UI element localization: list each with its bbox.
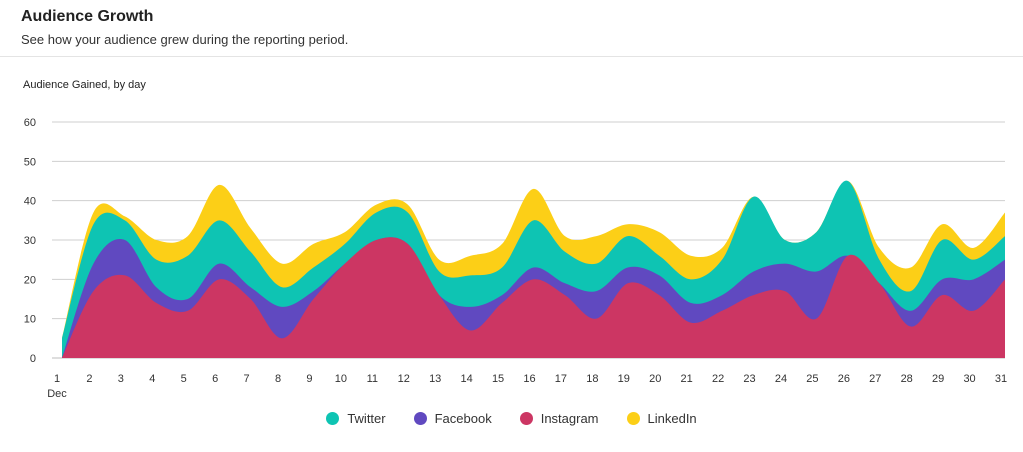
x-tick-label: 15: [492, 373, 504, 385]
y-tick-label: 20: [24, 274, 36, 286]
x-tick-label: 11: [367, 373, 378, 385]
legend-item-linkedin[interactable]: LinkedIn: [626, 411, 697, 426]
y-tick-label: 0: [30, 353, 36, 365]
legend-item-instagram[interactable]: Instagram: [519, 411, 599, 426]
legend-label: Instagram: [540, 411, 599, 426]
x-tick-label: 8: [275, 373, 281, 385]
legend-swatch: [626, 412, 640, 425]
x-tick-label: 29: [932, 373, 944, 385]
page-subtitle: See how your audience grew during the re…: [21, 32, 349, 47]
x-tick-label: 16: [523, 373, 535, 385]
chart-title: Audience Gained, by day: [23, 79, 146, 91]
area-instagram[interactable]: [62, 237, 1005, 358]
x-tick-label: 31: [995, 373, 1007, 385]
x-tick-label: 26: [838, 373, 850, 385]
x-tick-label: 23: [743, 373, 755, 385]
x-tick-label: 21: [681, 373, 693, 385]
x-tick-label: 10: [335, 373, 347, 385]
x-tick-label: 28: [901, 373, 913, 385]
legend-swatch: [519, 412, 533, 425]
x-tick-label: 2: [86, 373, 92, 385]
legend-swatch: [413, 412, 427, 425]
x-tick-label: 9: [306, 373, 312, 385]
page-title: Audience Growth: [21, 8, 154, 25]
y-tick-label: 30: [24, 235, 36, 247]
chart-header: Audience Growth See how your audience gr…: [21, 6, 1023, 49]
legend-label: Facebook: [434, 411, 492, 426]
x-tick-label: 14: [461, 373, 473, 385]
x-tick-label: 30: [963, 373, 975, 385]
legend-label: LinkedIn: [647, 411, 697, 426]
x-tick-label: 4: [149, 373, 155, 385]
x-axis: 1 2 3 4 5 6 7 8 9 10 11 12 13 14 15 16 17 18 19 20 21 22 23 24 2…: [47, 373, 1007, 400]
y-axis: 0 10 20 30 40 50 60: [24, 117, 36, 365]
header-divider: [0, 56, 1023, 57]
x-tick-label: 19: [618, 373, 630, 385]
y-tick-label: 50: [24, 156, 36, 168]
y-tick-label: 10: [24, 314, 36, 326]
x-tick-label: 20: [649, 373, 661, 385]
x-tick-label: 1: [54, 373, 60, 385]
legend-item-twitter[interactable]: Twitter: [326, 411, 386, 426]
legend-label: Twitter: [347, 411, 386, 426]
x-tick-label: 25: [806, 373, 818, 385]
legend: Twitter Facebook Instagram LinkedIn: [0, 411, 1023, 426]
x-tick-label: 3: [118, 373, 124, 385]
x-tick-label: 27: [869, 373, 881, 385]
legend-item-facebook[interactable]: Facebook: [413, 411, 492, 426]
x-tick-label: 18: [586, 373, 598, 385]
x-tick-label: 13: [429, 373, 441, 385]
x-tick-label: 5: [181, 373, 187, 385]
x-tick-label: 24: [775, 373, 787, 385]
legend-swatch: [326, 412, 340, 425]
x-tick-label: 12: [398, 373, 410, 385]
x-tick-label: 6: [212, 373, 218, 385]
x-tick-label: 17: [555, 373, 567, 385]
y-tick-label: 60: [24, 117, 36, 129]
y-tick-label: 40: [24, 196, 36, 208]
x-tick-label: 7: [244, 373, 250, 385]
x-tick-label: 22: [712, 373, 724, 385]
series-areas: [62, 180, 1005, 358]
x-month-label: Dec: [47, 388, 67, 400]
